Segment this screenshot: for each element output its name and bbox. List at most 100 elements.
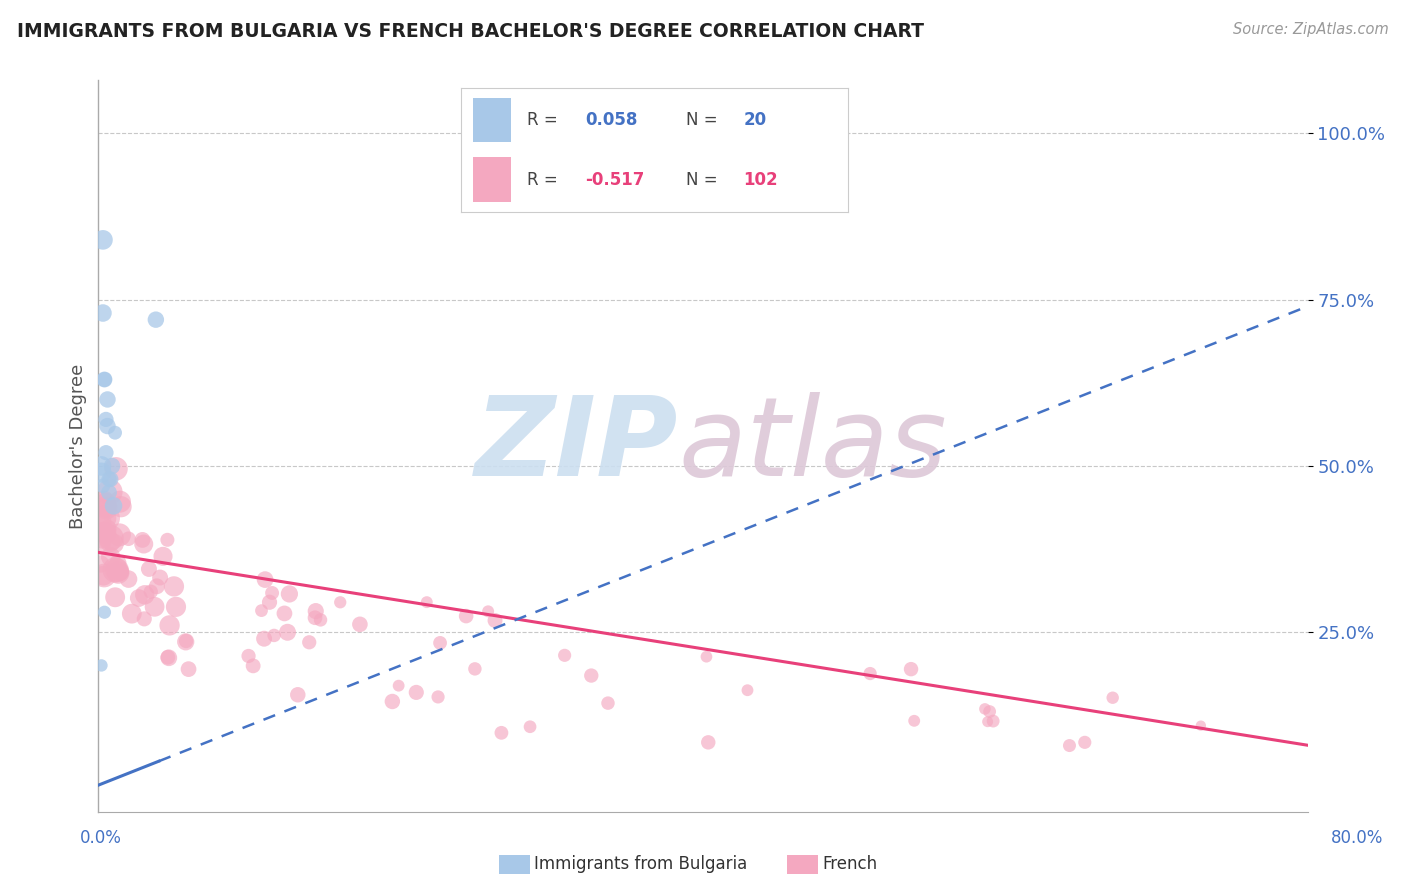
Point: [250, 604, 273, 618]
Point: [456, 609, 478, 624]
Point: [100, 472, 122, 486]
Point: [96, 500, 118, 514]
Point: [93, 511, 115, 525]
Point: [105, 563, 128, 577]
Point: [273, 607, 295, 621]
Point: [117, 532, 139, 546]
Point: [103, 499, 125, 513]
Point: [96, 501, 118, 516]
Point: [108, 566, 131, 580]
Point: [484, 614, 506, 628]
Point: [981, 714, 1004, 728]
Point: [1189, 718, 1212, 732]
Point: [165, 599, 187, 614]
Text: French: French: [823, 855, 877, 873]
Point: [117, 572, 139, 586]
Point: [388, 679, 411, 693]
Text: ZIP: ZIP: [475, 392, 679, 500]
Point: [93, 568, 115, 582]
Point: [98, 534, 121, 549]
Point: [381, 694, 404, 708]
Point: [259, 595, 281, 609]
Point: [1101, 690, 1123, 705]
Point: [979, 705, 1001, 719]
Point: [427, 690, 450, 704]
Point: [309, 613, 332, 627]
Point: [90, 658, 112, 673]
Point: [107, 566, 129, 580]
Text: 0.0%: 0.0%: [80, 829, 122, 847]
Point: [94, 445, 117, 459]
Point: [298, 635, 321, 649]
Point: [491, 726, 513, 740]
Point: [276, 625, 298, 640]
Point: [108, 528, 131, 542]
Point: [110, 565, 132, 579]
Point: [349, 617, 371, 632]
Point: [132, 537, 155, 551]
Point: [304, 611, 326, 625]
Point: [98, 472, 121, 486]
Point: [94, 497, 117, 511]
Text: Immigrants from Bulgaria: Immigrants from Bulgaria: [534, 855, 748, 873]
Point: [110, 500, 132, 514]
Point: [464, 662, 486, 676]
Point: [98, 485, 121, 500]
Point: [278, 587, 301, 601]
Point: [976, 714, 998, 729]
Point: [429, 636, 451, 650]
Point: [156, 650, 179, 665]
Point: [97, 522, 120, 536]
Point: [405, 685, 427, 699]
Point: [859, 666, 882, 681]
Point: [554, 648, 576, 663]
Point: [139, 584, 162, 599]
Point: [91, 524, 114, 539]
Point: [253, 632, 276, 646]
Point: [91, 479, 114, 493]
Point: [1059, 739, 1081, 753]
Point: [128, 591, 150, 605]
Point: [305, 604, 328, 618]
Point: [100, 531, 122, 545]
Point: [93, 372, 115, 386]
Point: [94, 526, 117, 541]
Point: [1074, 735, 1097, 749]
Text: 80.0%: 80.0%: [1330, 829, 1384, 847]
Point: [138, 562, 160, 576]
Point: [143, 599, 166, 614]
Point: [263, 628, 285, 642]
Point: [91, 533, 114, 547]
Point: [254, 573, 277, 587]
Point: [581, 668, 603, 682]
Point: [90, 538, 112, 552]
Point: [900, 662, 922, 676]
Point: [131, 533, 153, 547]
Point: [108, 494, 131, 508]
Point: [287, 688, 309, 702]
Point: [93, 605, 115, 619]
Point: [90, 516, 112, 530]
Point: [93, 568, 115, 582]
Point: [93, 372, 115, 386]
Point: [737, 683, 759, 698]
Point: [174, 634, 197, 648]
Point: [91, 306, 114, 320]
Point: [177, 662, 200, 676]
Y-axis label: Bachelor's Degree: Bachelor's Degree: [69, 363, 87, 529]
Point: [134, 612, 156, 626]
Point: [974, 702, 997, 716]
Point: [96, 392, 118, 407]
Point: [238, 648, 260, 663]
Point: [90, 458, 112, 473]
Point: [96, 419, 118, 434]
Point: [159, 618, 181, 632]
Point: [91, 233, 114, 247]
Point: [329, 595, 352, 609]
Point: [105, 462, 128, 476]
Point: [100, 549, 122, 564]
Point: [695, 649, 717, 664]
Point: [94, 526, 117, 541]
Point: [416, 595, 439, 609]
Point: [157, 650, 180, 665]
